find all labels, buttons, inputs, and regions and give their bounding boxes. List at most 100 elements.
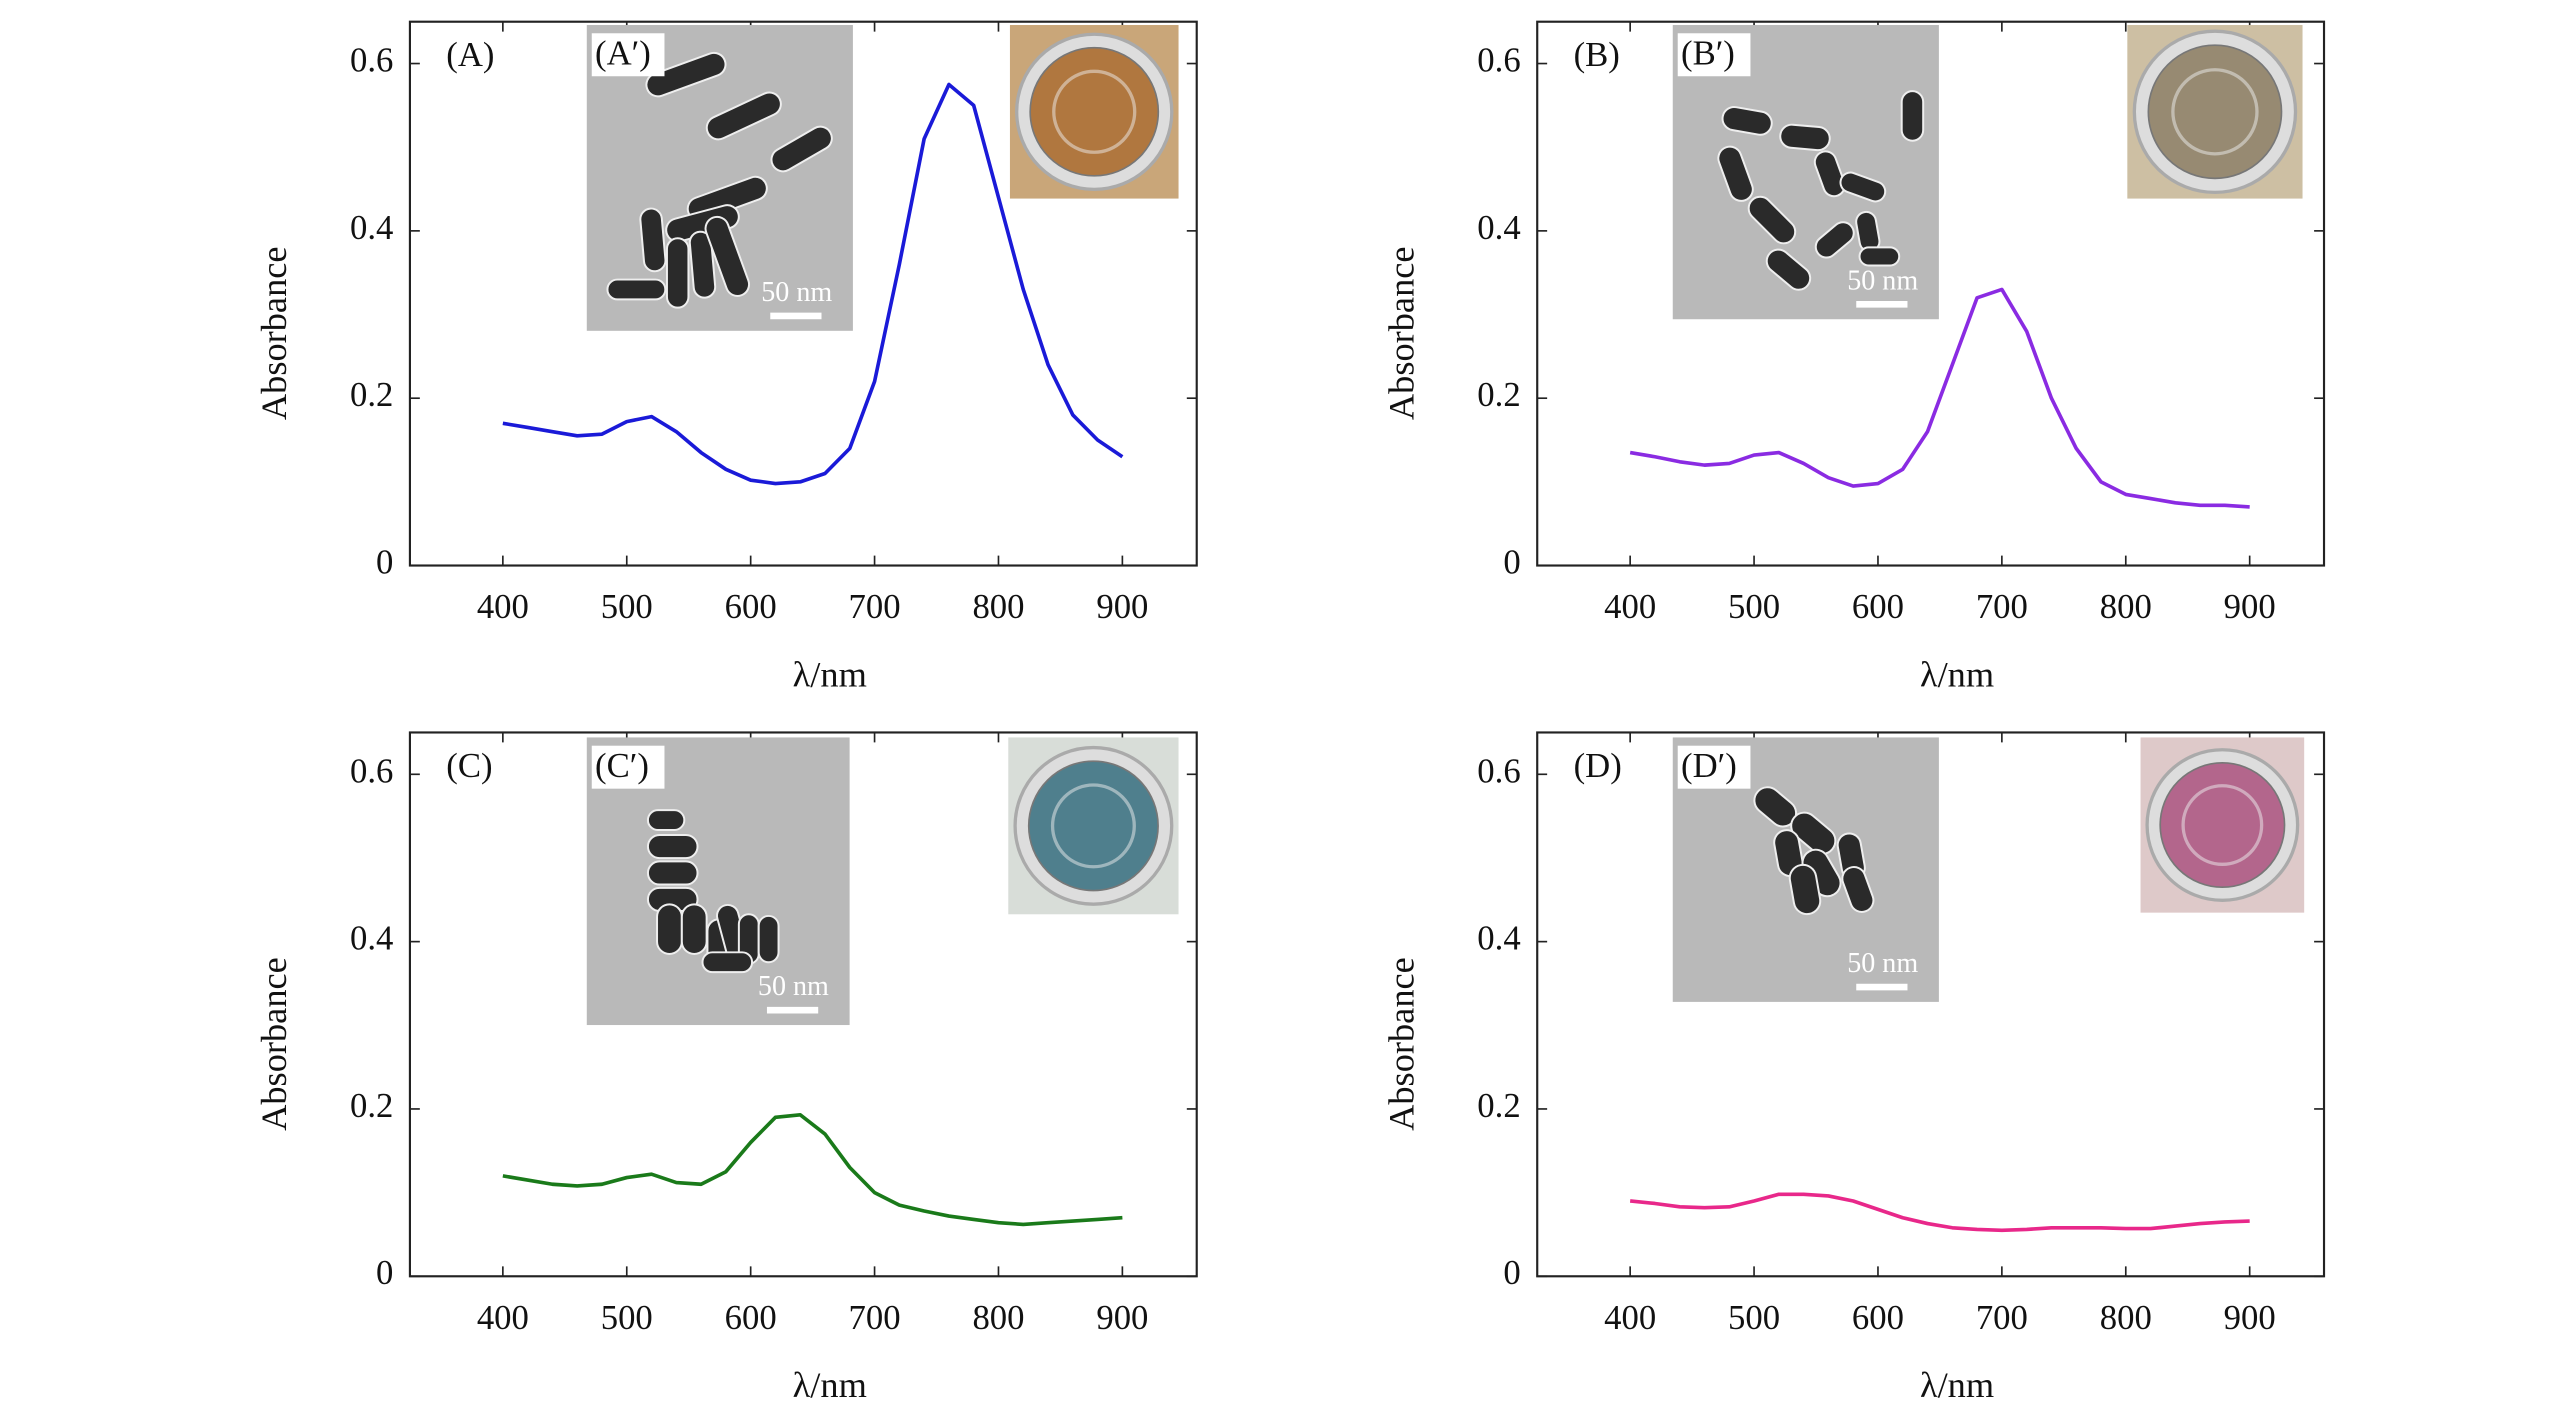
x-tick-label: 500 <box>1728 1298 1780 1337</box>
panel: 400 500 600 700 800 900 0 0.2 0.4 0.6 λ/nm Absorban… <box>1381 731 2326 1405</box>
nanorod <box>680 903 708 955</box>
inset-label-bg <box>591 33 665 77</box>
x-tick-label: 900 <box>2224 1298 2276 1337</box>
nanorod <box>656 903 683 955</box>
plot-frame <box>408 731 1198 1278</box>
nanorod <box>646 860 699 886</box>
nanorod <box>1721 106 1773 136</box>
x-tick-label: 500 <box>601 1298 653 1337</box>
nanorod <box>639 207 667 273</box>
inset-label: (D′) <box>1681 746 1737 785</box>
y-tick-label: 0.6 <box>350 41 393 80</box>
spectrum-line <box>502 1112 1123 1227</box>
vial-inner <box>1052 69 1137 154</box>
scale-bar-label: 50 nm <box>1847 948 1918 979</box>
x-axis-label: λ/nm <box>793 1365 867 1405</box>
nanorod <box>645 51 727 98</box>
x-tick-label: 600 <box>1852 587 1904 626</box>
panel: 400 500 600 700 800 900 0 0.2 0.4 0.6 λ/nm Absorban… <box>1381 20 2326 694</box>
nanorod <box>1790 811 1837 855</box>
nanorod <box>688 230 717 299</box>
inset-label: (C′) <box>595 746 649 785</box>
x-tick-label: 400 <box>477 587 529 626</box>
panel: 400 500 600 700 800 900 0 0.2 0.4 0.6 λ/nm Absorban… <box>254 20 1198 694</box>
panel-label: (C) <box>446 746 492 785</box>
nanorod <box>705 91 782 141</box>
nanorod <box>646 809 686 831</box>
y-tick-label: 0 <box>1503 542 1520 581</box>
spectrum-line <box>1629 1192 2250 1233</box>
x-tick-label: 700 <box>1976 587 2028 626</box>
y-tick-label: 0.2 <box>350 375 393 414</box>
y-tick-label: 0.6 <box>1477 41 1520 80</box>
x-tick-label: 900 <box>1096 1298 1148 1337</box>
x-tick-label: 800 <box>2100 1298 2152 1337</box>
nanorod <box>1814 221 1855 259</box>
vial-liquid <box>2159 762 2286 889</box>
nanorod <box>1813 150 1846 198</box>
nanorod <box>1747 195 1797 245</box>
nanorod <box>606 278 667 301</box>
plot-frame <box>408 20 1198 567</box>
x-axis-label: λ/nm <box>793 654 867 694</box>
vial-liquid <box>1029 46 1160 177</box>
x-axis-label: λ/nm <box>1920 654 1994 694</box>
plot-frame <box>1536 20 2326 567</box>
spectrum-line <box>502 82 1124 486</box>
x-tick-label: 400 <box>1604 587 1656 626</box>
y-tick-label: 0.2 <box>350 1086 393 1125</box>
x-axis-label: λ/nm <box>1920 1365 1994 1405</box>
y-tick-label: 0.2 <box>1477 1086 1520 1125</box>
y-tick-label: 0.4 <box>1477 919 1520 958</box>
nanorod <box>1839 171 1887 203</box>
x-tick-label: 500 <box>1728 587 1780 626</box>
scale-bar-label: 50 nm <box>758 971 829 1002</box>
x-tick-label: 700 <box>1976 1298 2028 1337</box>
x-tick-label: 900 <box>2224 587 2276 626</box>
x-tick-label: 600 <box>725 587 777 626</box>
x-tick-label: 600 <box>1852 1298 1904 1337</box>
nanorod <box>701 951 754 974</box>
y-tick-label: 0.6 <box>350 751 393 790</box>
y-tick-label: 0.4 <box>350 919 393 958</box>
nanorod <box>1900 90 1925 142</box>
y-axis-label: Absorbance <box>1381 957 1421 1131</box>
panel-label: (A) <box>446 35 494 74</box>
nanorod <box>757 914 780 964</box>
vial-liquid <box>1027 760 1159 892</box>
x-tick-label: 700 <box>849 1298 901 1337</box>
y-axis-label: Absorbance <box>1381 246 1421 420</box>
x-tick-label: 800 <box>2100 587 2152 626</box>
plot-frame <box>1536 731 2326 1278</box>
y-tick-label: 0.4 <box>1477 208 1520 247</box>
inset-label: (B′) <box>1681 33 1735 72</box>
y-tick-label: 0 <box>376 1253 393 1292</box>
vial-inner <box>2181 784 2264 866</box>
inset-label: (A′) <box>595 33 651 72</box>
x-tick-label: 400 <box>1604 1298 1656 1337</box>
nanorod <box>1788 863 1822 916</box>
x-tick-label: 800 <box>972 1298 1024 1337</box>
x-tick-label: 500 <box>601 587 653 626</box>
nanorod <box>1765 248 1812 291</box>
y-axis-label: Absorbance <box>254 246 294 420</box>
x-tick-label: 900 <box>1096 587 1148 626</box>
spectrum-line <box>1629 287 2250 509</box>
nanorod <box>770 125 833 173</box>
y-tick-label: 0 <box>1503 1253 1520 1292</box>
inset-label-bg <box>1677 33 1751 77</box>
vial-liquid <box>2147 44 2283 180</box>
panel-label: (D) <box>1574 746 1622 785</box>
vial-inner <box>2171 68 2259 156</box>
inset-label-bg <box>591 745 665 789</box>
y-tick-label: 0.2 <box>1477 375 1520 414</box>
y-tick-label: 0.6 <box>1477 751 1520 790</box>
panel-label: (B) <box>1574 35 1620 74</box>
nanorod <box>1717 145 1754 202</box>
x-tick-label: 700 <box>849 587 901 626</box>
nanorod <box>665 237 690 309</box>
x-tick-label: 800 <box>972 587 1024 626</box>
panel: 400 500 600 700 800 900 0 0.2 0.4 0.6 λ/nm Absorban… <box>254 731 1198 1405</box>
